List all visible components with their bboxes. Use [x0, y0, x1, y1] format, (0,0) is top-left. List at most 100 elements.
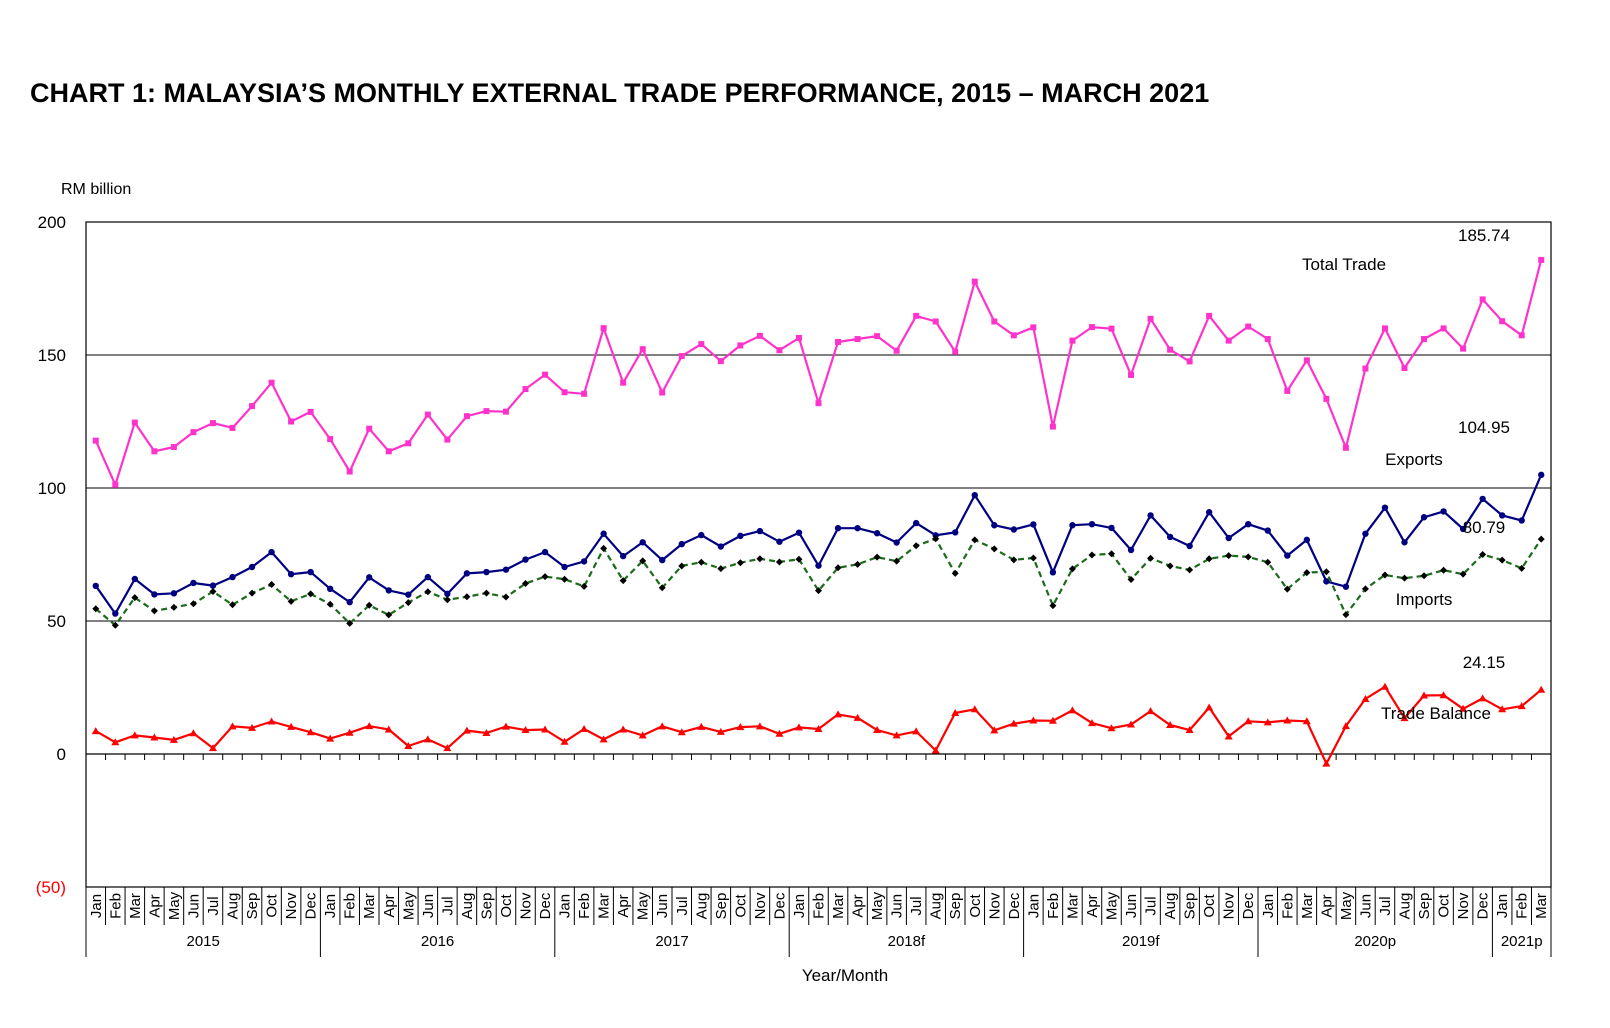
data-point: [131, 419, 138, 426]
data-point: [209, 582, 217, 589]
data-point: [1518, 332, 1525, 339]
data-point: [462, 726, 471, 734]
x-month-label: Jul: [1143, 896, 1160, 915]
data-point: [228, 722, 237, 730]
data-point: [1498, 705, 1507, 713]
data-point: [1498, 556, 1506, 564]
data-point: [1479, 495, 1486, 503]
data-point: [600, 325, 607, 332]
data-point: [1283, 716, 1292, 724]
y-tick-label: 50: [47, 612, 66, 631]
data-point: [1186, 358, 1193, 365]
data-point: [756, 555, 764, 563]
data-point: [1538, 471, 1545, 479]
data-point: [1362, 365, 1369, 372]
series-label: Exports: [1385, 450, 1443, 469]
data-point: [111, 738, 120, 746]
x-month-label: May: [166, 891, 183, 920]
data-point: [307, 408, 314, 415]
data-point: [1147, 512, 1154, 519]
data-point: [951, 709, 960, 717]
x-month-label: Aug: [928, 893, 945, 920]
x-month-label: Feb: [1045, 893, 1062, 919]
x-month-label: Nov: [283, 892, 300, 919]
data-point: [366, 425, 373, 432]
x-month-label: Oct: [1201, 894, 1218, 918]
data-point: [385, 587, 392, 594]
data-point: [385, 448, 392, 455]
x-month-label: Apr: [1318, 894, 1335, 917]
x-month-label: Apr: [615, 894, 632, 917]
data-point: [971, 491, 978, 499]
x-month-label: Jul: [908, 896, 925, 915]
data-point: [580, 724, 589, 732]
data-point: [1127, 576, 1135, 584]
x-month-label: Jul: [439, 896, 456, 915]
data-point: [1166, 562, 1174, 570]
data-point: [1303, 536, 1311, 544]
data-point: [1323, 395, 1330, 402]
data-point: [893, 539, 900, 546]
data-point: [1400, 714, 1409, 722]
data-point: [1264, 558, 1272, 566]
x-month-label: Dec: [1006, 892, 1023, 919]
data-point: [1245, 520, 1252, 528]
data-point: [190, 579, 197, 587]
data-point: [170, 590, 178, 597]
data-point: [365, 722, 374, 730]
data-point: [482, 728, 491, 736]
x-month-label: Jan: [791, 894, 808, 918]
data-point: [1361, 694, 1370, 702]
x-month-label: Feb: [811, 893, 828, 919]
data-point: [346, 468, 353, 475]
y-tick-label: (50): [36, 878, 66, 897]
data-point: [1068, 565, 1076, 573]
data-point: [346, 619, 354, 627]
data-point: [130, 731, 139, 739]
x-month-label: Dec: [771, 892, 788, 919]
data-point: [873, 726, 882, 734]
data-point: [170, 603, 178, 611]
x-month-label: Mar: [361, 893, 378, 919]
data-point: [1205, 509, 1213, 516]
data-point: [717, 358, 724, 365]
data-point: [1459, 704, 1468, 712]
data-point: [1224, 732, 1233, 740]
data-point: [542, 371, 549, 378]
data-point: [1342, 444, 1349, 451]
data-point: [208, 744, 217, 752]
data-point: [580, 582, 588, 590]
x-month-label: Jan: [1025, 894, 1042, 918]
data-point: [991, 318, 998, 325]
data-point: [1342, 583, 1350, 590]
data-point: [912, 542, 920, 550]
data-point: [1088, 520, 1096, 528]
data-point: [501, 722, 510, 730]
data-point: [1146, 707, 1155, 715]
data-point: [1361, 585, 1369, 593]
data-point: [1322, 759, 1331, 767]
x-month-label: Jul: [674, 896, 691, 915]
data-point: [1108, 524, 1115, 532]
data-point: [1439, 691, 1448, 699]
data-point: [794, 723, 803, 731]
data-point: [756, 527, 764, 535]
x-month-label: Aug: [1397, 893, 1414, 920]
data-point: [1030, 324, 1037, 331]
data-point: [268, 379, 275, 386]
x-month-label: Jan: [557, 894, 574, 918]
data-point: [1381, 504, 1389, 511]
data-point: [1303, 569, 1311, 577]
data-point: [1303, 357, 1310, 364]
x-month-label: Aug: [693, 893, 710, 920]
data-point: [1362, 530, 1369, 537]
data-point: [92, 605, 100, 613]
x-month-label: Jan: [1494, 894, 1511, 918]
data-point: [1244, 553, 1252, 561]
data-point: [677, 728, 686, 736]
data-point: [482, 589, 490, 597]
data-point: [560, 737, 569, 745]
data-point: [326, 585, 334, 593]
data-point: [834, 524, 842, 532]
